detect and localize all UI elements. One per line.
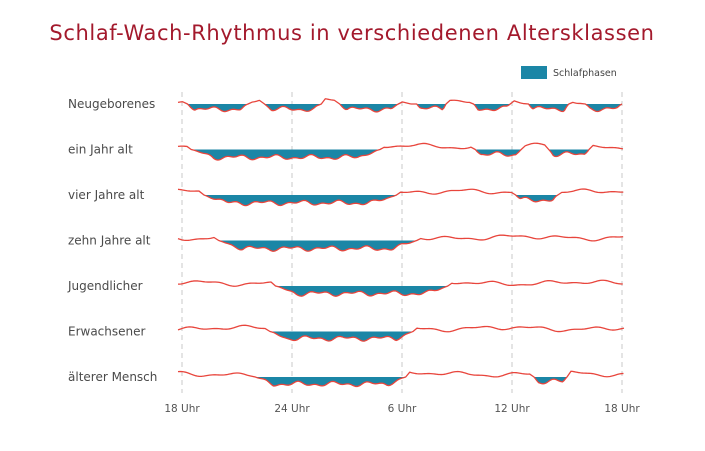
sleep-phase (548, 149, 589, 157)
x-tick-label: 12 Uhr (494, 403, 530, 415)
age-row: ein Jahr alt (68, 142, 624, 161)
age-row: vier Jahre alt (68, 188, 624, 207)
row-label: Erwachsener (68, 325, 146, 339)
wake-line (178, 279, 623, 297)
sleep-phase (534, 377, 567, 384)
legend: Schlafphasen (521, 66, 617, 79)
wake-line (177, 370, 624, 388)
wake-line (177, 234, 624, 252)
wake-line (177, 142, 624, 161)
age-row: Jugendlicher (67, 279, 623, 297)
row-label: Neugeborenes (68, 97, 155, 111)
chart-title: Schlaf-Wach-Rhythmus in verschiedenen Al… (49, 21, 654, 45)
sleep-phase (191, 149, 380, 161)
wake-line (177, 188, 624, 207)
x-axis: 18 Uhr 24 Uhr 6 Uhr 12 Uhr 18 Uhr (164, 403, 640, 415)
legend-label: Schlafphasen (553, 68, 617, 79)
age-row: Neugeborenes (68, 97, 623, 113)
rows: Neugeborenes ein Jahr alt vier Jahre alt ze… (67, 97, 625, 388)
wake-line (177, 98, 623, 113)
legend-swatch (521, 66, 547, 79)
x-tick-label: 18 Uhr (604, 403, 640, 415)
row-label: Jugendlicher (67, 279, 143, 293)
row-label: älterer Mensch (68, 370, 157, 384)
row-label: zehn Jahre alt (68, 234, 151, 248)
sleep-phase (204, 195, 397, 206)
x-tick-label: 18 Uhr (164, 403, 200, 415)
age-row: älterer Mensch (68, 370, 624, 388)
sleep-phase (473, 104, 511, 111)
wake-line (177, 324, 625, 342)
x-tick-label: 24 Uhr (274, 403, 310, 415)
sleep-phase (585, 104, 622, 112)
age-row: Erwachsener (68, 324, 625, 342)
x-tick-label: 6 Uhr (388, 403, 417, 415)
sleep-phase (264, 104, 322, 112)
age-row: zehn Jahre alt (68, 234, 624, 252)
row-label: ein Jahr alt (68, 143, 133, 157)
row-label: vier Jahre alt (68, 188, 145, 202)
